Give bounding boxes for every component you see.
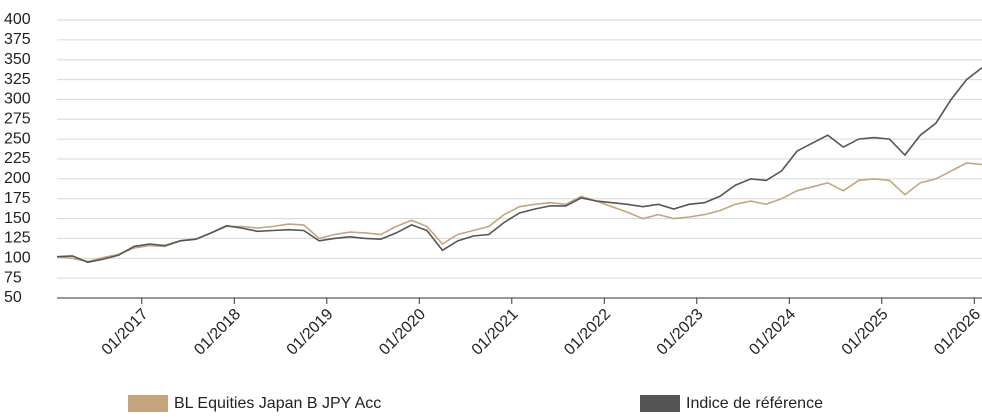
y-tick-label: 250 <box>4 130 31 147</box>
y-tick-label: 75 <box>4 269 22 286</box>
y-tick-label: 350 <box>4 51 31 68</box>
y-tick-label: 150 <box>4 210 31 227</box>
x-tick-label: 01/2018 <box>191 306 244 359</box>
y-tick-label: 400 <box>4 11 31 28</box>
y-tick-label: 375 <box>4 31 31 48</box>
y-tick-label: 225 <box>4 150 31 167</box>
y-tick-label: 50 <box>4 289 22 306</box>
y-tick-label: 125 <box>4 230 31 247</box>
y-tick-label: 275 <box>4 111 31 128</box>
legend-swatch <box>640 395 680 412</box>
legend-label: BL Equities Japan B JPY Acc <box>174 395 381 412</box>
x-tick-label: 01/2017 <box>99 306 152 359</box>
y-tick-label: 100 <box>4 250 31 267</box>
y-tick-label: 175 <box>4 190 31 207</box>
x-tick-label: 01/2025 <box>839 306 892 359</box>
series-line <box>56 67 982 264</box>
y-tick-label: 200 <box>4 170 31 187</box>
x-tick-label: 01/2023 <box>654 306 707 359</box>
x-tick-label: 01/2021 <box>469 306 522 359</box>
legend-swatch <box>128 395 168 412</box>
legend-label: Indice de référence <box>686 395 823 412</box>
y-tick-label: 325 <box>4 71 31 88</box>
x-tick-label: 01/2020 <box>376 306 429 359</box>
x-tick-label: 01/2022 <box>561 306 614 359</box>
x-tick-label: 01/2024 <box>746 306 799 359</box>
x-tick-label: 01/2026 <box>931 306 982 359</box>
y-tick-label: 300 <box>4 91 31 108</box>
x-tick-label: 01/2019 <box>284 306 337 359</box>
